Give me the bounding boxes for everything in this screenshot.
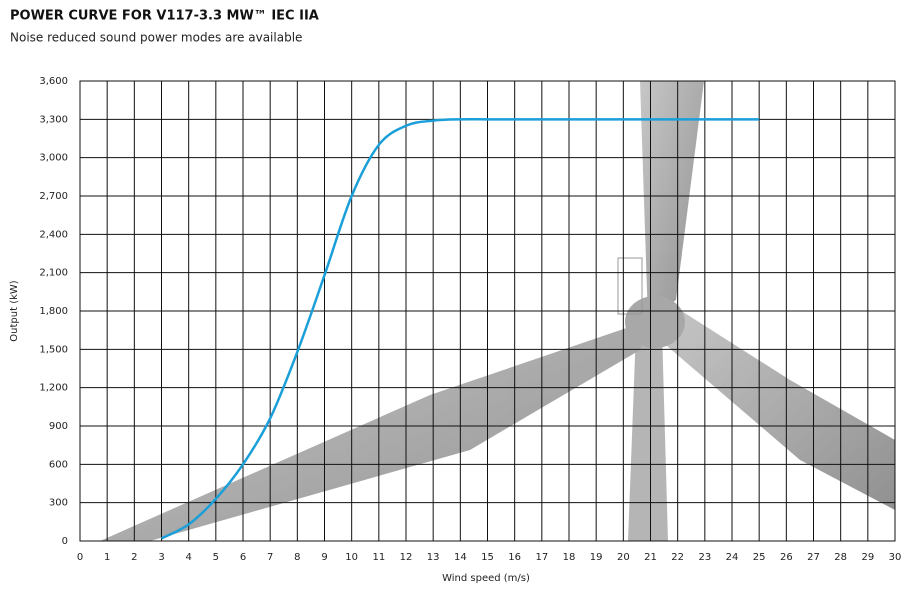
x-tick-label: 25 (753, 552, 766, 563)
x-tick-label: 18 (563, 552, 576, 563)
chart-title: POWER CURVE FOR V117-3.3 MW™ IEC IIA (10, 9, 319, 24)
y-tick-label: 1,500 (39, 344, 68, 355)
x-tick-label: 1 (104, 552, 110, 563)
y-tick-label: 1,200 (39, 383, 68, 394)
x-tick-label: 6 (240, 552, 246, 563)
x-tick-label: 0 (77, 552, 83, 563)
y-tick-label: 3,000 (39, 153, 68, 164)
x-axis-label: Wind speed (m/s) (442, 573, 530, 584)
x-tick-label: 22 (671, 552, 684, 563)
x-tick-label: 29 (861, 552, 874, 563)
x-tick-label: 8 (294, 552, 300, 563)
x-tick-label: 28 (834, 552, 847, 563)
x-tick-label: 30 (889, 552, 902, 563)
x-tick-label: 12 (400, 552, 413, 563)
x-tick-label: 2 (131, 552, 137, 563)
x-tick-label: 27 (807, 552, 820, 563)
y-tick-label: 2,400 (39, 229, 68, 240)
x-tick-label: 19 (590, 552, 603, 563)
x-tick-label: 15 (481, 552, 494, 563)
chart-subtitle: Noise reduced sound power modes are avai… (10, 31, 302, 45)
x-tick-label: 4 (185, 552, 191, 563)
x-tick-label: 17 (535, 552, 548, 563)
x-tick-label: 23 (698, 552, 711, 563)
y-tick-label: 2,700 (39, 191, 68, 202)
y-tick-label: 3,600 (39, 76, 68, 87)
y-tick-label: 900 (49, 421, 68, 432)
x-tick-label: 10 (345, 552, 358, 563)
x-tick-label: 21 (644, 552, 657, 563)
x-tick-label: 16 (508, 552, 521, 563)
power-curve (160, 117, 760, 540)
y-tick-label: 0 (62, 536, 68, 547)
turbine-background (100, 81, 895, 541)
x-tick-label: 14 (454, 552, 467, 563)
x-tick-label: 24 (726, 552, 739, 563)
x-tick-label: 3 (158, 552, 164, 563)
x-tick-label: 11 (372, 552, 385, 563)
y-axis-label: Output (kW) (9, 280, 20, 341)
x-tick-label: 7 (267, 552, 273, 563)
y-tick-label: 3,300 (39, 114, 68, 125)
x-tick-label: 20 (617, 552, 630, 563)
y-tick-label: 600 (49, 459, 68, 470)
y-tick-label: 300 (49, 498, 68, 509)
x-tick-label: 26 (780, 552, 793, 563)
x-tick-label: 9 (321, 552, 327, 563)
x-tick-label: 13 (427, 552, 440, 563)
y-tick-label: 1,800 (39, 306, 68, 317)
x-tick-label: 5 (213, 552, 219, 563)
y-tick-label: 2,100 (39, 268, 68, 279)
